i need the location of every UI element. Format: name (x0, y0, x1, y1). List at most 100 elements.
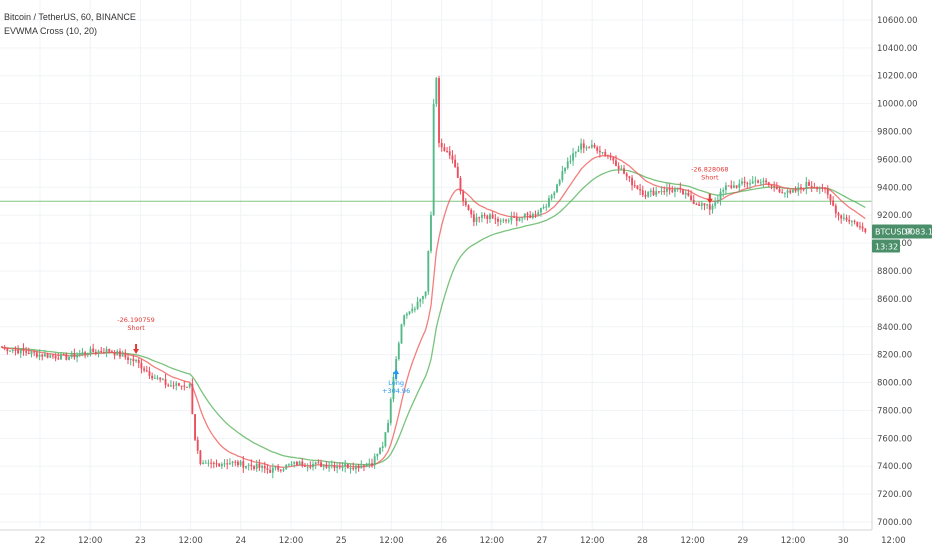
symbol-title[interactable]: Bitcoin / TetherUS, 60, BINANCE (4, 12, 136, 22)
candle-body (137, 359, 140, 363)
candle-body (459, 177, 462, 192)
candle-body (625, 173, 628, 177)
candle-body (392, 377, 395, 400)
candle-body (60, 354, 62, 360)
candle-body (245, 465, 247, 468)
indicator-title[interactable]: EVWMA Cross (10, 20) (4, 26, 98, 36)
candle-body (220, 463, 223, 467)
candle-body (660, 191, 663, 193)
price-tick-label: 10600.00 (877, 16, 918, 26)
candle-body (387, 423, 390, 433)
candle-body (419, 299, 422, 302)
candle-body (78, 353, 81, 356)
candle-body (38, 354, 41, 357)
candle-body (234, 461, 237, 463)
candle-body (164, 379, 167, 385)
last-price-badge: BTCUSDT 9083.15 13:32 (872, 224, 932, 253)
candle-body (384, 432, 387, 447)
price-tick-label: 7000.00 (877, 518, 912, 528)
candle-body (529, 215, 532, 218)
candle-body (480, 214, 483, 218)
candle-body (585, 147, 588, 149)
candle-body (475, 217, 478, 222)
short-arrow-icon (706, 193, 713, 204)
candle-body (52, 355, 54, 357)
time-tick-label: 12:00 (379, 536, 404, 546)
candle-body (73, 353, 76, 358)
candle-body (674, 189, 676, 192)
candle-body (850, 220, 853, 222)
candle-body (277, 466, 280, 470)
badge-price: 9083.15 (905, 227, 932, 236)
time-tick-label: 12:00 (881, 536, 906, 546)
candle-body (62, 354, 65, 356)
price-tick-label: 10400.00 (877, 44, 918, 54)
candle-body (84, 352, 87, 354)
chart-legend: Bitcoin / TetherUS, 60, BINANCE EVWMA Cr… (4, 10, 136, 38)
time-axis-labels: 22 12:00 23 12:00 24 12:00 25 12:00 26 12:00 27 12:… (35, 536, 906, 546)
candle-body (601, 152, 604, 154)
candle-body (644, 194, 647, 197)
candle-body (556, 184, 558, 193)
candle-body (572, 153, 575, 161)
candle-body (279, 469, 282, 471)
time-tick-label: 26 (436, 536, 447, 546)
signal-label: Short (127, 324, 145, 332)
candle-body (250, 464, 253, 467)
candle-body (76, 355, 79, 358)
candle-body (322, 464, 325, 467)
time-axis[interactable] (0, 530, 932, 550)
candle-body (741, 181, 743, 184)
candle-body (25, 351, 28, 353)
candle-body (338, 466, 341, 468)
candle-body (49, 355, 52, 358)
candle-body (462, 191, 465, 202)
candle-body (424, 291, 427, 297)
time-tick-label: 12:00 (279, 536, 304, 546)
candle-body (842, 217, 845, 219)
candle-body (100, 350, 103, 353)
candle-body (373, 456, 376, 466)
candle-body (368, 463, 371, 465)
candle-body (818, 187, 821, 190)
candlestick-series[interactable] (1, 75, 867, 479)
candle-body (22, 348, 25, 352)
time-tick-label: 25 (336, 536, 347, 546)
candle-body (534, 214, 537, 216)
candle-body (655, 191, 658, 196)
candle-body (266, 468, 269, 470)
candle-body (861, 226, 864, 229)
candle-body (832, 200, 835, 206)
short-arrow-icon (133, 343, 140, 354)
candle-body (859, 226, 861, 228)
candle-body (405, 313, 408, 316)
candle-body (446, 151, 449, 153)
candle-body (314, 462, 317, 465)
time-tick-label: 28 (637, 536, 648, 546)
candle-body (802, 188, 805, 190)
candle-body (553, 192, 556, 196)
candle-body (743, 181, 746, 184)
signal-markers: Short-26.190759Long+304.96Short-26.82806… (117, 166, 728, 395)
candle-body (143, 368, 146, 371)
price-axis[interactable] (872, 0, 932, 550)
candle-body (151, 375, 154, 379)
candle-body (153, 377, 156, 379)
candle-body (773, 185, 776, 187)
candle-body (791, 189, 794, 193)
candle-body (132, 358, 135, 362)
candle-body (590, 144, 593, 148)
candle-body (778, 189, 781, 193)
candle-body (676, 187, 679, 190)
candle-body (400, 324, 403, 344)
candle-body (119, 351, 121, 357)
candle-body (178, 383, 180, 386)
candle-body (845, 217, 848, 220)
candle-body (810, 185, 813, 188)
candle-body (700, 203, 703, 206)
candle-body (92, 348, 95, 352)
candle-body (242, 461, 245, 468)
candle-body (285, 464, 288, 470)
candle-body (813, 187, 816, 189)
